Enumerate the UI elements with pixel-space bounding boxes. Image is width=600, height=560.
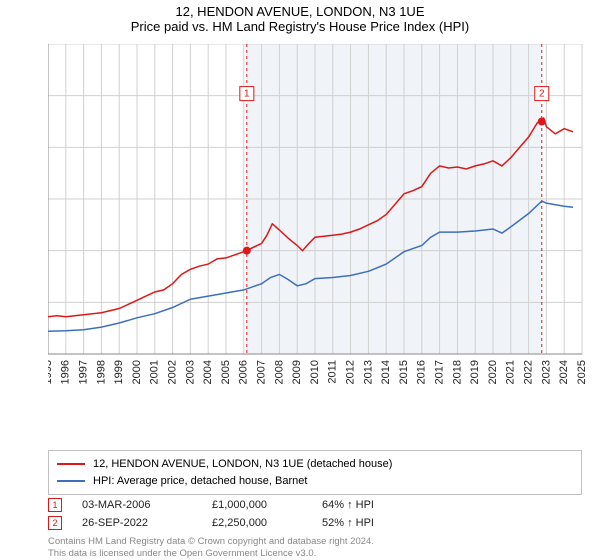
- svg-text:1998: 1998: [95, 360, 107, 384]
- svg-text:2007: 2007: [256, 360, 268, 384]
- svg-text:2008: 2008: [273, 360, 285, 384]
- sale-diff: 52% ↑ HPI: [322, 517, 402, 529]
- chart-title-address: 12, HENDON AVENUE, LONDON, N3 1UE: [0, 4, 600, 19]
- chart-title-block: 12, HENDON AVENUE, LONDON, N3 1UE Price …: [0, 0, 600, 34]
- svg-text:2017: 2017: [434, 360, 446, 384]
- sale-row: 2 26-SEP-2022 £2,250,000 52% ↑ HPI: [48, 514, 582, 532]
- svg-text:2003: 2003: [184, 360, 196, 384]
- svg-text:2016: 2016: [416, 360, 428, 384]
- svg-text:2019: 2019: [469, 360, 481, 384]
- footnote-line2: This data is licensed under the Open Gov…: [48, 548, 374, 560]
- svg-text:2: 2: [539, 89, 545, 100]
- svg-text:2005: 2005: [220, 360, 232, 384]
- svg-text:2009: 2009: [291, 360, 303, 384]
- svg-text:2006: 2006: [238, 360, 250, 384]
- chart: £0£500K£1M£1.5M£2M£2.5M£3M19951996199719…: [48, 44, 592, 402]
- svg-text:2015: 2015: [398, 360, 410, 384]
- svg-text:2013: 2013: [362, 360, 374, 384]
- sale-price: £1,000,000: [212, 499, 302, 511]
- legend-label: 12, HENDON AVENUE, LONDON, N3 1UE (detac…: [93, 456, 392, 473]
- svg-text:2020: 2020: [487, 360, 499, 384]
- chart-title-subtitle: Price paid vs. HM Land Registry's House …: [0, 19, 600, 34]
- svg-text:2012: 2012: [345, 360, 357, 384]
- sale-badge: 1: [48, 498, 62, 512]
- sales-table: 1 03-MAR-2006 £1,000,000 64% ↑ HPI 2 26-SEP-2…: [48, 496, 582, 532]
- svg-text:2018: 2018: [451, 360, 463, 384]
- sale-date: 26-SEP-2022: [82, 517, 192, 529]
- svg-text:1996: 1996: [60, 360, 72, 384]
- svg-text:2011: 2011: [327, 360, 339, 384]
- svg-text:1997: 1997: [78, 360, 90, 384]
- footnote: Contains HM Land Registry data © Crown c…: [48, 536, 374, 560]
- footnote-line1: Contains HM Land Registry data © Crown c…: [48, 536, 374, 548]
- svg-text:2025: 2025: [576, 360, 588, 384]
- svg-text:2014: 2014: [380, 360, 392, 384]
- chart-svg: £0£500K£1M£1.5M£2M£2.5M£3M19951996199719…: [48, 44, 592, 402]
- legend-label: HPI: Average price, detached house, Barn…: [93, 473, 307, 490]
- svg-text:2001: 2001: [149, 360, 161, 384]
- svg-text:2022: 2022: [523, 360, 535, 384]
- svg-text:1995: 1995: [48, 360, 54, 384]
- svg-text:1: 1: [244, 89, 250, 100]
- svg-text:2002: 2002: [167, 360, 179, 384]
- legend: 12, HENDON AVENUE, LONDON, N3 1UE (detac…: [48, 450, 582, 495]
- sale-row: 1 03-MAR-2006 £1,000,000 64% ↑ HPI: [48, 496, 582, 514]
- svg-text:2024: 2024: [558, 360, 570, 384]
- legend-swatch: [57, 463, 85, 465]
- svg-text:2023: 2023: [540, 360, 552, 384]
- svg-text:2021: 2021: [505, 360, 517, 384]
- legend-swatch: [57, 480, 85, 482]
- svg-text:2010: 2010: [309, 360, 321, 384]
- legend-row: 12, HENDON AVENUE, LONDON, N3 1UE (detac…: [57, 456, 573, 473]
- sale-badge: 2: [48, 516, 62, 530]
- sale-date: 03-MAR-2006: [82, 499, 192, 511]
- svg-text:1999: 1999: [113, 360, 125, 384]
- svg-text:2000: 2000: [131, 360, 143, 384]
- sale-price: £2,250,000: [212, 517, 302, 529]
- svg-text:2004: 2004: [202, 360, 214, 384]
- sale-diff: 64% ↑ HPI: [322, 499, 402, 511]
- legend-row: HPI: Average price, detached house, Barn…: [57, 473, 573, 490]
